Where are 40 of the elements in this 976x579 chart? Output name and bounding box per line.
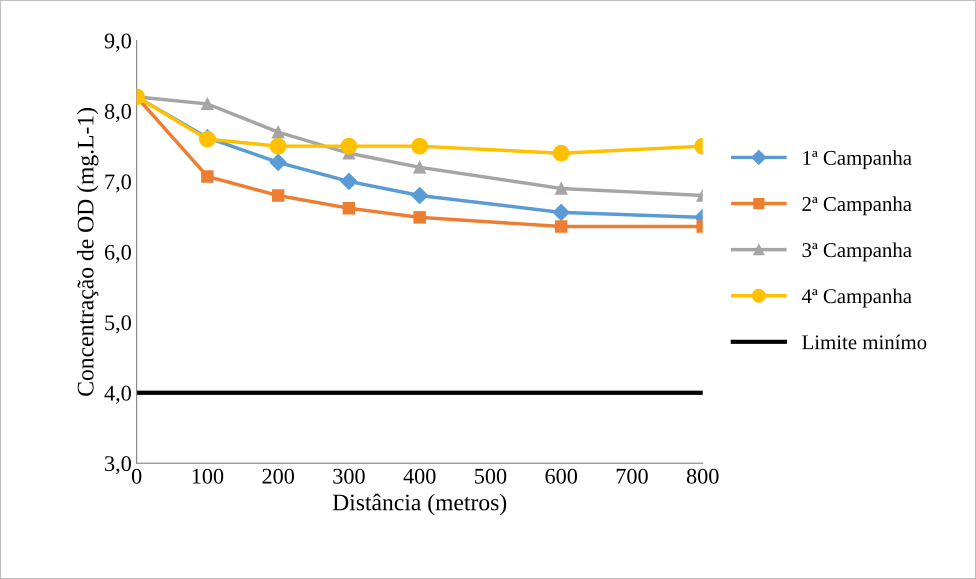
y-tick-label: 3,0	[105, 456, 131, 474]
x-tick-label: 700	[616, 468, 648, 484]
x-tick-label: 400	[403, 468, 436, 484]
point	[554, 220, 568, 233]
y-tick-label: 9,0	[104, 33, 131, 52]
x-tick-label: 200	[262, 468, 294, 484]
x-tick-label: 800	[686, 468, 719, 484]
legend-label: Limite minímo	[802, 334, 926, 350]
point	[413, 161, 426, 174]
x-tick-label: 500	[475, 468, 506, 484]
x-tick-label: 0	[132, 468, 142, 484]
point	[201, 170, 214, 183]
x-tick-label: 100	[192, 468, 224, 484]
legend-label: 2ª Campanha	[802, 196, 912, 216]
point	[552, 204, 570, 221]
point	[272, 126, 284, 138]
y-axis-title: Concentração de OD (mg.L-1)	[76, 108, 98, 396]
legend-label: 4ª Campanha	[802, 288, 912, 308]
point	[270, 138, 286, 155]
point	[411, 186, 428, 204]
point	[554, 182, 568, 195]
legend-label: 3ª Campanha	[802, 242, 912, 262]
x-axis-title: Distância (metros)	[332, 494, 506, 516]
point	[340, 172, 358, 190]
point	[342, 202, 356, 214]
point	[272, 189, 284, 202]
y-tick-label: 5,0	[105, 315, 131, 334]
point	[340, 138, 358, 155]
x-tick-label: 600	[545, 468, 578, 484]
y-tick-label: 8,0	[104, 104, 131, 122]
y-tick-label: 7,0	[105, 174, 131, 193]
point	[270, 154, 287, 171]
x-tick-label: 300	[333, 468, 365, 484]
legend-label: 1ª Campanha	[803, 150, 912, 170]
y-tick-label: 6,0	[104, 244, 131, 263]
y-tick-label: 4,0	[104, 386, 131, 404]
point	[411, 138, 428, 155]
point	[201, 98, 214, 110]
point	[413, 211, 426, 224]
point	[552, 144, 570, 162]
